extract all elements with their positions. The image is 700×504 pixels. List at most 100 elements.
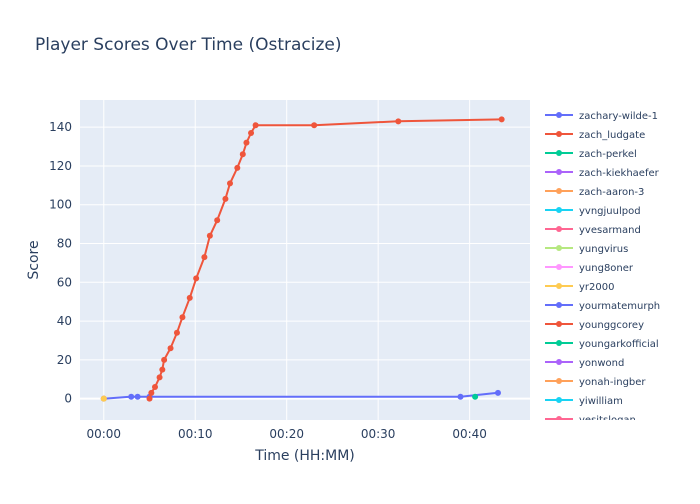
legend-label: yonah-ingber bbox=[579, 377, 646, 388]
x-tick-label: 00:00 bbox=[86, 427, 121, 441]
legend-swatch-marker bbox=[556, 245, 562, 251]
legend-swatch-marker bbox=[556, 340, 562, 346]
y-tick-label: 0 bbox=[64, 392, 72, 406]
legend-label: yungvirus bbox=[579, 244, 628, 255]
legend-swatch-marker bbox=[556, 397, 562, 403]
data-point bbox=[234, 164, 241, 171]
legend-item[interactable]: zach_ludgate bbox=[545, 130, 645, 141]
legend-item[interactable]: zach-kiekhaefer bbox=[545, 168, 660, 179]
data-point bbox=[186, 294, 193, 301]
legend-swatch-marker bbox=[556, 226, 562, 232]
y-tick-label: 40 bbox=[57, 314, 72, 328]
legend-label: yvesarmand bbox=[579, 225, 641, 236]
legend-item[interactable]: youngarkofficial bbox=[545, 339, 659, 350]
legend-item[interactable]: yesitslogan bbox=[545, 415, 636, 426]
data-point bbox=[214, 217, 221, 224]
data-point bbox=[243, 139, 250, 146]
legend-label: younggcorey bbox=[579, 320, 644, 331]
legend-item[interactable]: zachary-wilde-1 bbox=[545, 111, 658, 122]
y-tick-label: 140 bbox=[49, 120, 72, 134]
x-tick-label: 00:40 bbox=[452, 427, 487, 441]
legend[interactable]: zachary-wilde-1 zach_ludgate zach-perkel za… bbox=[545, 111, 660, 426]
data-point bbox=[173, 329, 180, 336]
legend-label: yourmatemurph bbox=[579, 301, 660, 312]
data-point bbox=[156, 374, 163, 381]
y-tick-label: 100 bbox=[49, 198, 72, 212]
legend-item[interactable]: yung8oner bbox=[545, 263, 634, 274]
data-point bbox=[179, 314, 186, 321]
data-point bbox=[201, 254, 208, 261]
series-zach-perkel bbox=[472, 393, 479, 400]
legend-swatch-marker bbox=[556, 188, 562, 194]
series-yr2000 bbox=[100, 395, 107, 402]
legend-label: yr2000 bbox=[579, 282, 614, 293]
legend-label: yonwond bbox=[579, 358, 624, 369]
series-layer bbox=[100, 116, 505, 402]
series-zach_ludgate bbox=[146, 116, 505, 402]
data-point bbox=[457, 393, 464, 400]
legend-label: zachary-wilde-1 bbox=[579, 111, 658, 122]
legend-swatch-marker bbox=[556, 150, 562, 156]
tick-layer: 0 20 40 60 80 100 120 140 00:00 00:10 00:20 00:30 00… bbox=[49, 120, 487, 441]
data-point bbox=[159, 366, 166, 373]
series-line bbox=[103, 391, 499, 400]
legend-item[interactable]: yonwond bbox=[545, 358, 624, 369]
legend-item[interactable]: zach-perkel bbox=[545, 149, 637, 160]
data-point bbox=[252, 122, 259, 129]
data-point bbox=[206, 232, 213, 239]
legend-item[interactable]: yungvirus bbox=[545, 244, 628, 255]
data-point bbox=[248, 129, 255, 136]
legend-swatch-marker bbox=[556, 302, 562, 308]
data-point bbox=[148, 389, 155, 396]
legend-swatch-marker bbox=[556, 378, 562, 384]
legend-label: zach_ludgate bbox=[579, 130, 645, 141]
legend-swatch-marker bbox=[556, 283, 562, 289]
legend-label: zach-aaron-3 bbox=[579, 187, 644, 198]
legend-item[interactable]: yonah-ingber bbox=[545, 377, 646, 388]
legend-item[interactable]: yvesarmand bbox=[545, 225, 641, 236]
legend-swatch-marker bbox=[556, 131, 562, 137]
data-point bbox=[227, 180, 233, 187]
y-tick-label: 60 bbox=[57, 275, 72, 289]
x-tick-label: 00:30 bbox=[361, 427, 396, 441]
y-tick-label: 120 bbox=[49, 159, 72, 173]
legend-swatch-marker bbox=[556, 359, 562, 365]
data-point bbox=[472, 393, 479, 400]
x-tick-label: 00:10 bbox=[178, 427, 213, 441]
legend-label: zach-perkel bbox=[579, 149, 637, 160]
legend-swatch-marker bbox=[556, 169, 562, 175]
legend-swatch-marker bbox=[556, 264, 562, 270]
grid-layer bbox=[80, 100, 530, 420]
legend-swatch-marker bbox=[556, 112, 562, 118]
data-point bbox=[222, 195, 229, 202]
data-point bbox=[239, 151, 246, 158]
legend-item[interactable]: zach-aaron-3 bbox=[545, 187, 644, 198]
legend-item[interactable]: yiwilliam bbox=[545, 396, 623, 407]
legend-item[interactable]: younggcorey bbox=[545, 320, 644, 331]
data-point bbox=[494, 389, 501, 396]
legend-item[interactable]: yr2000 bbox=[545, 282, 614, 293]
data-point bbox=[193, 275, 200, 282]
data-point bbox=[395, 118, 402, 125]
legend-label: youngarkofficial bbox=[579, 339, 659, 350]
data-point bbox=[498, 116, 505, 123]
legend-item[interactable]: yvngjuulpod bbox=[545, 206, 641, 217]
data-point bbox=[167, 345, 174, 352]
legend-label: zach-kiekhaefer bbox=[579, 168, 660, 179]
legend-item[interactable]: yourmatemurph bbox=[545, 301, 660, 312]
legend-swatch-marker bbox=[556, 416, 562, 420]
legend-label: yung8oner bbox=[579, 263, 634, 274]
data-point bbox=[128, 393, 135, 400]
legend-label: yiwilliam bbox=[579, 396, 623, 407]
y-tick-label: 20 bbox=[57, 353, 72, 367]
data-point bbox=[161, 356, 168, 363]
y-tick-label: 80 bbox=[57, 237, 72, 251]
data-point bbox=[311, 122, 318, 129]
x-axis-title: Time (HH:MM) bbox=[254, 448, 355, 464]
legend-label: yvngjuulpod bbox=[579, 206, 641, 217]
legend-swatch-marker bbox=[556, 207, 562, 213]
data-point bbox=[100, 395, 107, 402]
chart-title: Player Scores Over Time (Ostracize) bbox=[35, 35, 342, 55]
